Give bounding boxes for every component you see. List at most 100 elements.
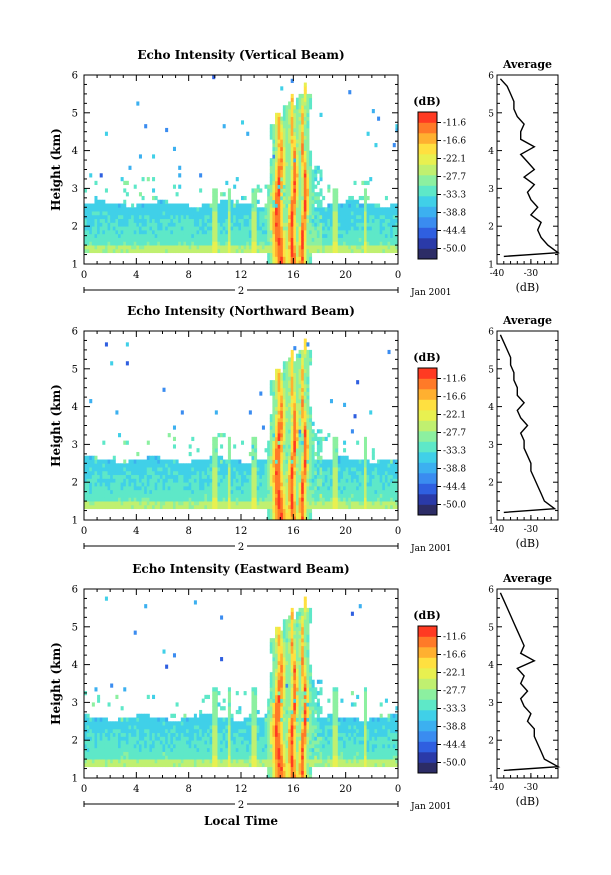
heatmap-cell (319, 177, 323, 182)
heatmap-cell (133, 211, 137, 216)
heatmap-cell (327, 248, 331, 254)
heatmap-cell (136, 233, 140, 238)
heatmap-cell (275, 203, 279, 208)
heatmap-cell (384, 226, 388, 231)
heatmap-cell (272, 395, 276, 400)
heatmap-cell (295, 161, 299, 167)
heatmap-cell (118, 755, 122, 760)
heatmap-cell (301, 135, 305, 140)
heatmap-cell (298, 421, 302, 426)
heatmap-cell (186, 222, 190, 227)
heatmap-cell (361, 485, 365, 491)
heatmap-cell (193, 482, 197, 487)
heatmap-cell (99, 237, 103, 242)
heatmap-cell (217, 474, 221, 479)
heatmap-cell (374, 501, 378, 506)
heatmap-cell (361, 180, 365, 186)
heatmap-cell (392, 248, 396, 254)
heatmap-cell (128, 218, 132, 223)
heatmap-cell (311, 241, 315, 246)
heatmap-cell (154, 504, 158, 510)
heatmap-cell (220, 493, 224, 498)
heatmap-cell (280, 195, 284, 201)
heatmap-cell (269, 516, 273, 521)
heatmap-cell (269, 184, 273, 189)
heatmap-cell (86, 497, 90, 502)
heatmap-cell (288, 433, 292, 438)
heatmap-cell (206, 241, 210, 246)
heatmap-cell (382, 211, 386, 216)
heatmap-cell (146, 504, 150, 510)
heatmap-cell (225, 470, 229, 476)
heatmap-cell (243, 211, 247, 216)
heatmap-cell (97, 199, 101, 204)
heatmap-cell (94, 474, 98, 479)
heatmap-cell (264, 233, 268, 238)
heatmap-cell (175, 203, 179, 208)
heatmap-cell (123, 188, 127, 193)
heatmap-cell (180, 493, 184, 498)
heatmap-cell (269, 478, 273, 483)
heatmap-cell (311, 203, 315, 208)
heatmap-cell (392, 218, 396, 223)
heatmap-cell (371, 218, 375, 223)
heatmap-cell (275, 112, 279, 117)
heatmap-cell (214, 203, 218, 208)
heatmap-cell (97, 463, 101, 468)
heatmap-cell (157, 470, 161, 476)
heatmap-cell (366, 482, 370, 487)
heatmap-cell (374, 214, 378, 220)
heatmap-cell (329, 501, 333, 506)
heatmap-cell (290, 463, 294, 468)
heatmap-cell (316, 429, 320, 434)
heatmap-cell (120, 241, 124, 246)
average-title: Average (502, 314, 552, 327)
heatmap-cell (91, 229, 95, 235)
heatmap-cell (277, 252, 281, 257)
heatmap-cell (356, 470, 360, 476)
heatmap-cell (277, 226, 281, 231)
heatmap-cell (175, 218, 179, 223)
heatmap-cell (390, 229, 394, 235)
heatmap-cell (115, 237, 119, 242)
colorbar-tick-label: -33.3 (443, 447, 466, 457)
heatmap-cell (131, 211, 135, 216)
heatmap-cell (110, 218, 114, 223)
heatmap-cell (128, 762, 132, 768)
heatmap-cell (290, 131, 294, 136)
heatmap-cell (390, 218, 394, 223)
heatmap-cell (120, 747, 124, 752)
heatmap-cell (290, 150, 294, 155)
heatmap-cell (214, 497, 218, 502)
heatmap-cell (138, 237, 142, 242)
heatmap-cell (337, 226, 341, 231)
heatmap-cell (91, 751, 95, 756)
heatmap-cell (340, 482, 344, 487)
heatmap-cell (170, 467, 174, 472)
heatmap-cell (146, 241, 150, 246)
heatmap-cell (201, 233, 205, 238)
heatmap-cell (225, 233, 229, 238)
heatmap-cell (267, 245, 271, 250)
heatmap-cell (309, 463, 313, 468)
heatmap-cell (97, 459, 101, 464)
heatmap-cell (167, 497, 171, 502)
colorbar-swatch (418, 378, 437, 390)
heatmap-cell (277, 455, 281, 460)
heatmap-cell (120, 248, 124, 254)
heatmap-cell (280, 169, 284, 174)
heatmap-cell (102, 759, 106, 764)
heatmap-cell (290, 124, 294, 129)
heatmap-cell (309, 105, 313, 110)
heatmap-cell (104, 755, 108, 760)
heatmap-cell (309, 245, 313, 250)
heatmap-cell (246, 497, 250, 502)
heatmap-cell (316, 451, 320, 457)
x-tick-label: 12 (235, 270, 248, 281)
heatmap-cell (157, 248, 161, 254)
heatmap-cell (290, 421, 294, 426)
heatmap-cell (350, 222, 354, 227)
heatmap-cell (306, 421, 310, 426)
heatmap-cell (275, 376, 279, 381)
heatmap-cell (152, 467, 156, 472)
